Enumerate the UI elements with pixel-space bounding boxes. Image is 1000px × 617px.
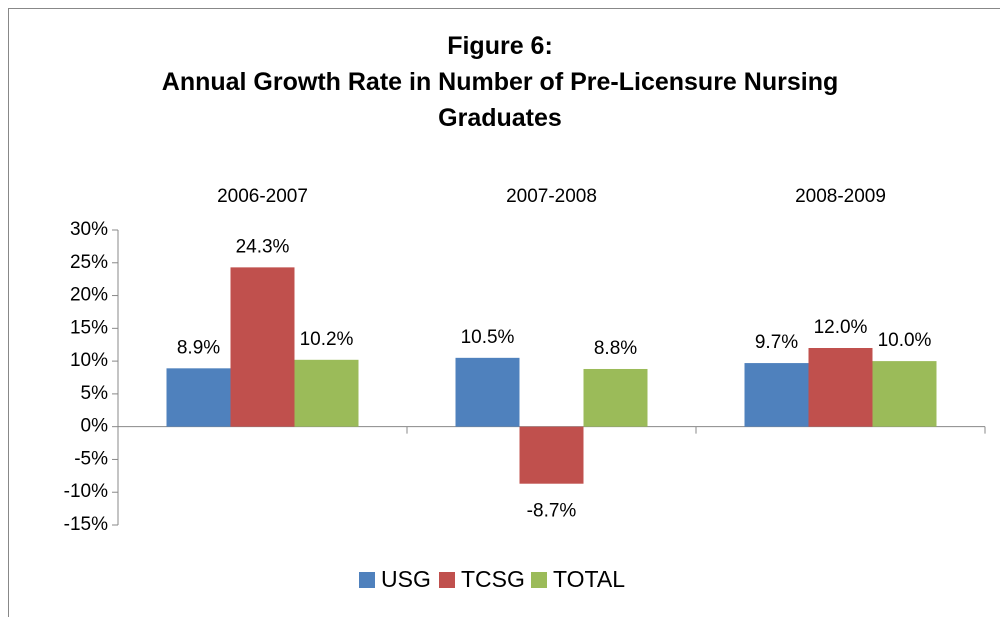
legend-swatch xyxy=(531,572,547,588)
y-tick-label: 10% xyxy=(70,350,108,371)
category-label: 2007-2008 xyxy=(506,186,597,207)
legend-label: TOTAL xyxy=(553,566,625,592)
legend-swatch xyxy=(439,572,455,588)
data-label: 9.7% xyxy=(755,332,798,353)
chart-title: Figure 6: xyxy=(447,32,553,60)
bar xyxy=(744,363,809,427)
legend-label: USG xyxy=(381,566,431,592)
data-label: -8.7% xyxy=(527,501,577,522)
y-tick-label: -15% xyxy=(64,514,108,535)
data-label: 12.0% xyxy=(814,317,868,338)
y-tick-label: 25% xyxy=(70,252,108,273)
y-tick-label: -10% xyxy=(64,481,108,502)
bar xyxy=(519,426,584,484)
data-label: 8.9% xyxy=(177,337,220,358)
y-tick-label: 30% xyxy=(70,219,108,240)
bar xyxy=(872,361,937,427)
data-label: 24.3% xyxy=(236,236,290,257)
bar xyxy=(230,267,295,427)
category-label: 2008-2009 xyxy=(795,186,886,207)
chart-border xyxy=(8,8,1000,617)
y-tick-label: -5% xyxy=(74,448,108,469)
y-tick-label: 20% xyxy=(70,285,108,306)
chart-subtitle: Annual Growth Rate in Number of Pre-Lice… xyxy=(161,68,839,132)
y-tick-label: 5% xyxy=(81,383,109,404)
legend-label: TCSG xyxy=(461,566,525,592)
bar xyxy=(808,348,873,427)
y-tick-label: 15% xyxy=(70,317,108,338)
data-label: 10.0% xyxy=(878,330,932,351)
data-label: 8.8% xyxy=(594,338,637,359)
category-label: 2006-2007 xyxy=(217,186,308,207)
y-tick-label: 0% xyxy=(81,416,109,437)
titles: Figure 6: Annual Growth Rate in Number o… xyxy=(130,28,870,136)
bar xyxy=(455,357,520,427)
bar xyxy=(294,359,359,427)
data-label: 10.5% xyxy=(461,327,515,348)
legend-swatch xyxy=(359,572,375,588)
data-label: 10.2% xyxy=(300,329,354,350)
bar xyxy=(583,368,648,427)
bar xyxy=(166,368,231,427)
